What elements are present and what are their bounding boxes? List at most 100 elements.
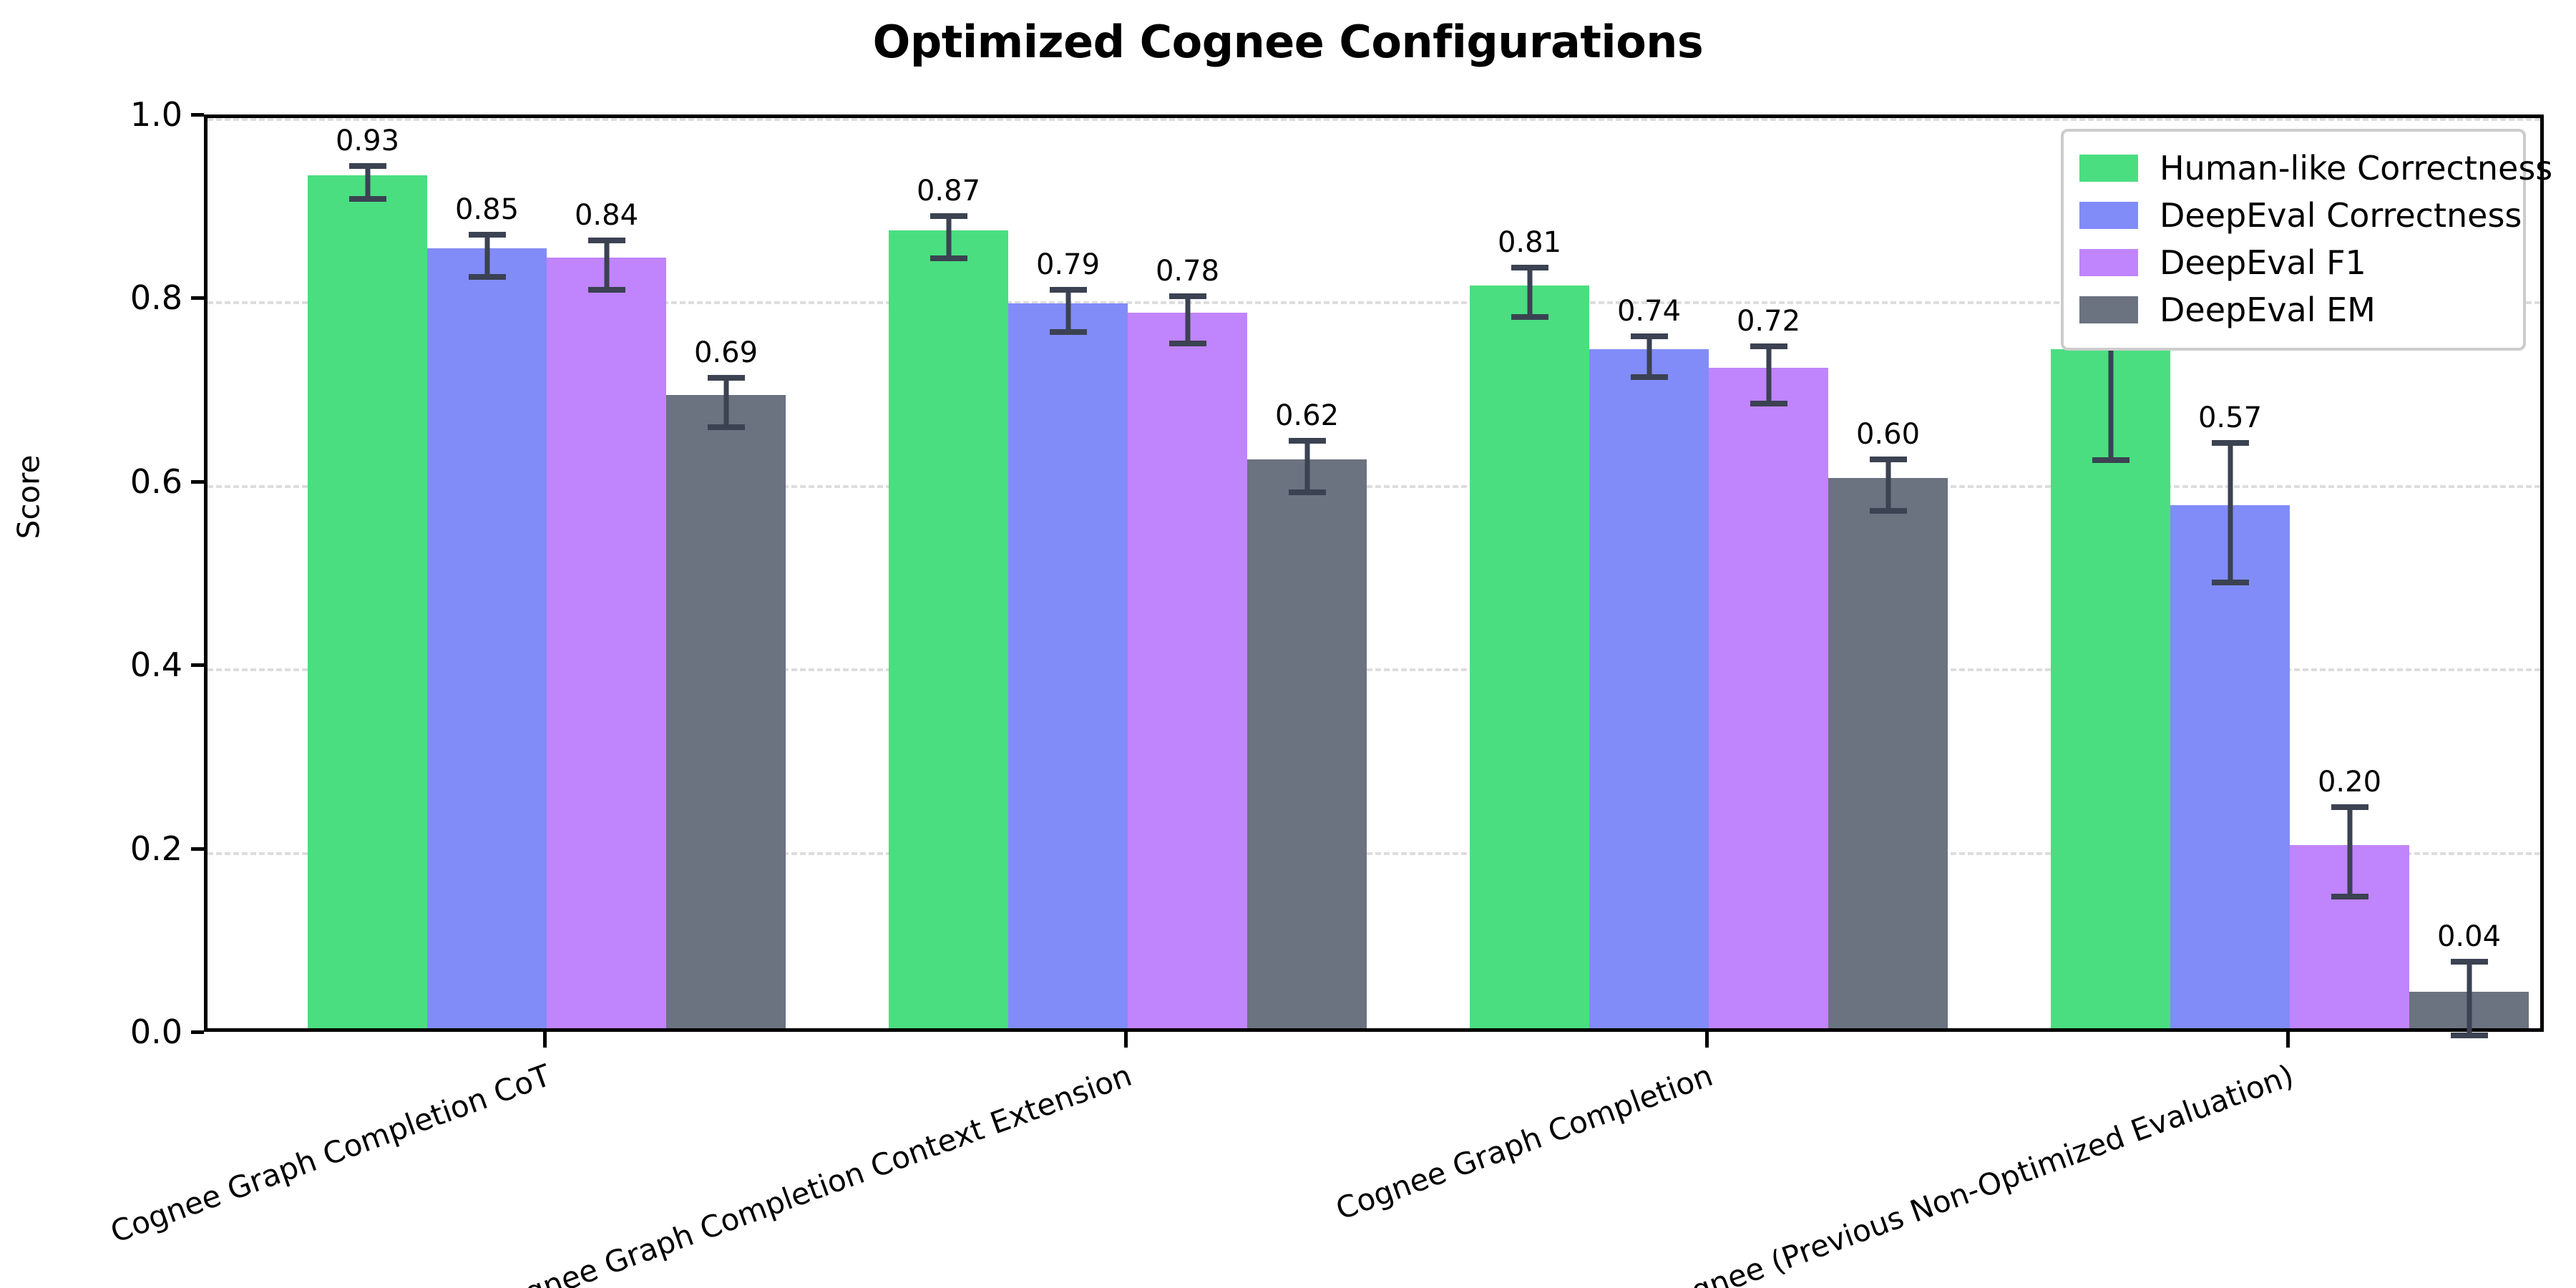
- error-bar-cap-lower: [2092, 457, 2129, 464]
- x-tick-mark: [1705, 1032, 1709, 1048]
- x-tick-mark: [1124, 1032, 1128, 1048]
- y-tick-mark: [191, 663, 204, 668]
- error-bar-line: [1304, 441, 1309, 493]
- error-bar-line: [1646, 336, 1652, 377]
- bar-value-label: 0.62: [1274, 399, 1340, 433]
- bar[interactable]: [308, 175, 427, 1028]
- y-tick-label: 0.8: [130, 278, 182, 318]
- bar-value-label: 0.74: [1616, 295, 1682, 328]
- x-tick-mark: [2286, 1032, 2290, 1048]
- error-bar-line: [723, 377, 728, 428]
- x-tick-mark: [543, 1032, 547, 1048]
- error-bar-line: [2347, 806, 2352, 897]
- error-bar-cap-upper: [1750, 343, 1787, 350]
- bar[interactable]: [1128, 313, 1247, 1028]
- chart-legend: Human-like Correctness DeepEval Correctne…: [2061, 129, 2552, 351]
- gridline: [208, 852, 2540, 855]
- x-tick-label: Cognee Graph Completion: [1331, 1058, 1717, 1227]
- bar-value-label: 0.69: [693, 336, 758, 369]
- error-bar-cap-lower: [1511, 314, 1548, 321]
- error-bar-cap-lower: [2450, 1033, 2488, 1038]
- error-bar-cap-lower: [1869, 507, 1907, 514]
- y-tick-mark: [191, 113, 204, 117]
- error-bar-line: [604, 240, 609, 290]
- y-tick-mark: [191, 296, 204, 301]
- error-bar-cap-upper: [2450, 959, 2488, 965]
- legend-item[interactable]: DeepEval F1: [2079, 239, 2507, 286]
- bar-value-label: 0.87: [916, 175, 981, 208]
- error-bar-cap-upper: [930, 213, 967, 220]
- bar[interactable]: [2170, 505, 2290, 1028]
- bar[interactable]: [1828, 477, 1948, 1028]
- legend-item[interactable]: DeepEval EM: [2079, 286, 2507, 333]
- bar-value-label: 0.57: [2197, 401, 2263, 434]
- x-tick-label: Cognee Graph Completion CoT: [106, 1058, 555, 1250]
- legend-item[interactable]: DeepEval Correctness: [2079, 192, 2522, 239]
- y-tick-label: 0.0: [130, 1013, 182, 1051]
- error-bar-cap-lower: [587, 286, 625, 293]
- y-tick-label: 0.6: [130, 462, 182, 501]
- y-tick-label: 0.2: [130, 829, 182, 868]
- bar[interactable]: [1008, 303, 1128, 1028]
- error-bar-line: [1065, 289, 1070, 332]
- bar-value-label: 0.85: [454, 192, 519, 226]
- error-bar-cap-upper: [1288, 438, 1326, 444]
- legend-item-label: DeepEval Correctness: [2160, 196, 2522, 235]
- error-bar-cap-lower: [2211, 579, 2249, 585]
- bar-value-label: 0.79: [1035, 248, 1101, 281]
- legend-item-label: DeepEval EM: [2160, 291, 2376, 329]
- gridline: [208, 118, 2540, 121]
- error-bar-cap-lower: [468, 273, 506, 280]
- bar[interactable]: [1247, 459, 1367, 1028]
- bar-value-label: 0.72: [1736, 305, 1801, 338]
- bar[interactable]: [1470, 285, 1589, 1028]
- gridline: [208, 484, 2540, 488]
- y-tick-mark: [191, 847, 204, 851]
- bar[interactable]: [1709, 367, 1828, 1028]
- error-bar-cap-upper: [1869, 456, 1907, 462]
- error-bar-cap-upper: [1630, 333, 1668, 340]
- error-bar-cap-upper: [1511, 264, 1548, 270]
- error-bar-cap-upper: [468, 231, 506, 238]
- error-bar-cap-lower: [2331, 894, 2368, 900]
- bar[interactable]: [547, 258, 666, 1028]
- bar-value-label: 0.20: [2317, 765, 2382, 799]
- y-tick-label: 1.0: [130, 95, 182, 134]
- legend-color-swatch: [2079, 155, 2138, 182]
- error-bar-line: [946, 216, 951, 259]
- legend-item-label: DeepEval F1: [2160, 243, 2366, 282]
- error-bar-cap-lower: [707, 424, 745, 431]
- bar[interactable]: [1589, 349, 1709, 1028]
- bar[interactable]: [666, 395, 786, 1028]
- y-tick-mark: [191, 1030, 204, 1034]
- error-bar-cap-lower: [348, 195, 386, 202]
- error-bar-cap-lower: [1288, 489, 1326, 496]
- error-bar-cap-lower: [1169, 341, 1206, 347]
- bar-value-label: 0.60: [1855, 417, 1921, 451]
- legend-color-swatch: [2079, 296, 2138, 323]
- plot-inner: 0.93 0.85 0.84 0.69 0.87 0.79 0.78 0.62 0.81 0.74…: [208, 118, 2540, 1038]
- legend-item[interactable]: Human-like Correctness: [2079, 145, 2552, 192]
- gridline: [208, 301, 2540, 305]
- legend-color-swatch: [2079, 202, 2138, 229]
- bar-value-label: 0.78: [1155, 254, 1220, 288]
- error-bar-cap-lower: [1630, 374, 1668, 380]
- error-bar-cap-upper: [2331, 804, 2368, 810]
- y-tick-label: 0.4: [130, 645, 182, 685]
- gridline: [208, 668, 2540, 672]
- error-bar-line: [1185, 296, 1190, 344]
- error-bar-cap-upper: [1049, 286, 1087, 293]
- error-bar-cap-upper: [587, 237, 625, 243]
- error-bar-line: [365, 165, 370, 199]
- error-bar-line: [2228, 442, 2233, 582]
- legend-item-label: Human-like Correctness: [2160, 149, 2553, 187]
- chart-title: Optimized Cognee Configurations: [872, 16, 1704, 68]
- bar[interactable]: [427, 248, 547, 1028]
- error-bar-cap-upper: [2211, 439, 2249, 446]
- bar[interactable]: [889, 230, 1008, 1028]
- bar-value-label: 0.93: [335, 124, 400, 157]
- legend-color-swatch: [2079, 249, 2138, 276]
- error-bar-line: [2108, 253, 2113, 461]
- error-bar-cap-upper: [707, 374, 745, 381]
